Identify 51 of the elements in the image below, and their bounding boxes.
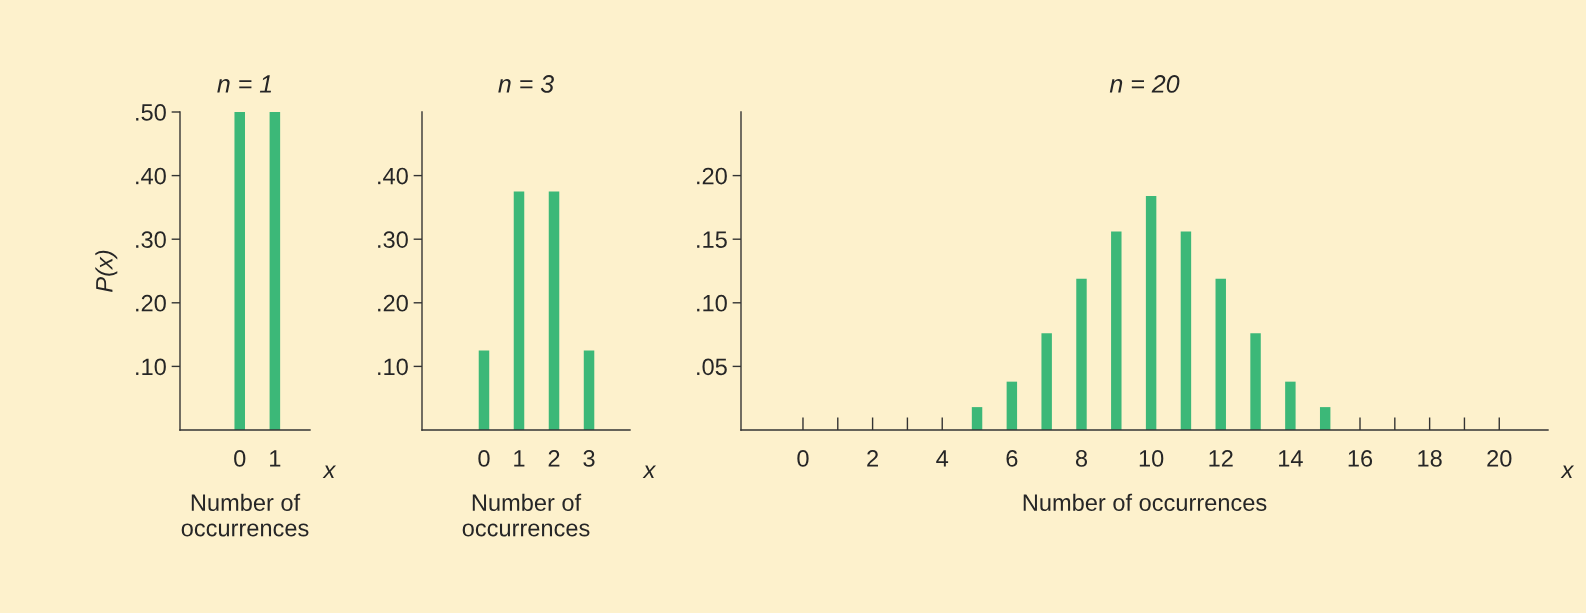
chart-title: n = 20: [1109, 75, 1180, 93]
bar: [1215, 278, 1226, 430]
bar: [1076, 278, 1087, 430]
x-tick-label: 14: [1279, 450, 1303, 467]
x-tick-label: 3: [583, 450, 595, 467]
bar: [1041, 333, 1052, 430]
x-tick-label: 0: [234, 450, 246, 467]
x-tick-label: 16: [1348, 450, 1373, 467]
x-tick-label: 0: [797, 450, 809, 467]
text: x: [642, 465, 657, 478]
x-tick-label: 0: [478, 450, 490, 467]
chart-title: n = 3: [498, 75, 554, 93]
y-tick-label: .30: [136, 231, 166, 248]
y-tick-label: .20: [136, 294, 166, 312]
x-tick-label: 1: [270, 450, 281, 467]
chart-title: n = 1: [217, 75, 272, 93]
x-tick-label: 8: [1075, 450, 1088, 467]
y-tick-label: .10: [378, 358, 408, 376]
y-tick-label: .10: [697, 294, 727, 312]
bar: [1319, 407, 1331, 430]
bar: [1006, 381, 1018, 430]
bar: [971, 407, 983, 430]
x-tick-label: 2: [867, 450, 878, 467]
bar: [1111, 231, 1122, 430]
x-tick-label: 12: [1209, 450, 1233, 467]
text: x: [322, 465, 337, 478]
y-tick-label: .50: [136, 104, 166, 121]
x-tick-label: 20: [1487, 450, 1512, 467]
y-tick-label: .40: [378, 167, 408, 185]
y-tick-label: .15: [697, 231, 727, 248]
y-tick-label: .40: [136, 167, 166, 185]
x-tick-label: 6: [1006, 450, 1018, 467]
x-axis-title: Number of occurrences: [181, 493, 309, 537]
bar: [1145, 195, 1157, 430]
y-axis-title: P(x): [95, 250, 118, 292]
x-tick-label: 2: [548, 450, 560, 467]
y-tick-label: .05: [697, 358, 727, 376]
y-tick-label: .30: [378, 231, 408, 248]
x-axis-title: Number of occurrences: [462, 493, 590, 537]
bar: [1180, 231, 1192, 430]
y-tick-label: .20: [697, 167, 727, 185]
bar: [1250, 333, 1261, 430]
text: x: [1560, 465, 1575, 478]
x-tick-label: 1: [514, 450, 525, 467]
x-tick-label: 4: [936, 450, 949, 467]
y-tick-label: .20: [378, 294, 408, 312]
y-tick-label: .10: [136, 358, 166, 376]
x-tick-label: 18: [1418, 450, 1442, 467]
bar: [1285, 381, 1296, 430]
x-axis-title: Number of occurrences: [1023, 493, 1267, 512]
x-tick-label: 10: [1139, 450, 1164, 467]
